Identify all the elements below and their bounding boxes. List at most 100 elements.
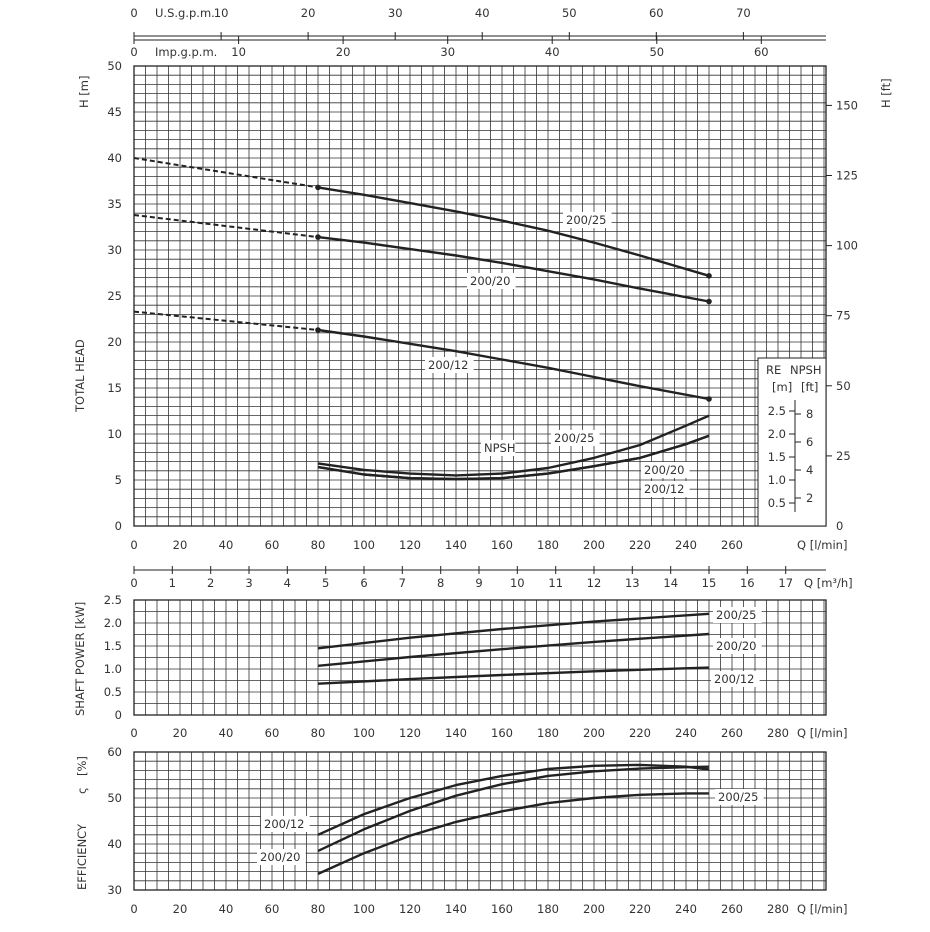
efficiency-label-200-20: 200/20 — [260, 850, 300, 864]
power-label-200-12: 200/12 — [714, 672, 754, 686]
power-flow-axis-label: Q [l/min] — [797, 726, 847, 740]
efficiency-grid-frame — [133, 751, 827, 891]
efficiency-flow-tick-label: 0 — [130, 902, 137, 916]
head-m-axis-label: H [m] — [77, 76, 91, 108]
flow-lmin-tick-label: 200 — [583, 538, 605, 552]
flow-lmin-tick-label: 40 — [219, 538, 234, 552]
efficiency-grid — [133, 751, 827, 891]
npsh-header-re: RE — [766, 363, 781, 377]
flow-m3h-tick-label: 2 — [207, 576, 214, 590]
efficiency-flow-tick-label: 40 — [219, 902, 234, 916]
head-label-200-12-bg — [425, 357, 474, 373]
flow-m3h-tick-label: 3 — [245, 576, 252, 590]
flow-m3h-tick-label: 10 — [510, 576, 525, 590]
flow-m3h-tick-label: 7 — [399, 576, 406, 590]
efficiency-flow-tick-label: 180 — [537, 902, 559, 916]
power-flow-tick-label: 80 — [311, 726, 326, 740]
npsh-header-npsh: NPSH — [790, 363, 822, 377]
flow-lmin-tick-label: 180 — [537, 538, 559, 552]
npsh-label-200-20-bg — [641, 462, 690, 478]
usgpm-tick-label: 50 — [562, 6, 577, 20]
head-point-start — [315, 184, 321, 191]
efficiency-label-200-12-bg — [261, 816, 310, 832]
flow-m3h-tick-label: 13 — [625, 576, 640, 590]
head-point-end — [706, 298, 712, 305]
efficiency-axis-label: EFFICIENCY — [75, 823, 89, 890]
efficiency-flow-tick-label: 260 — [721, 902, 743, 916]
head-m-tick-label: 20 — [107, 335, 122, 349]
npsh-header-ft: [ft] — [801, 380, 818, 394]
usgpm-tick-label: 20 — [301, 6, 316, 20]
usgpm-axis-label: U.S.g.p.m. — [155, 6, 215, 20]
power-curve-200-25 — [317, 612, 710, 650]
head-m-tick-label: 15 — [107, 381, 122, 395]
efficiency-label-200-12: 200/12 — [264, 817, 304, 831]
head-grid — [133, 65, 827, 527]
efficiency-tick-label: 50 — [107, 791, 122, 805]
flow-m3h-axis-label: Q [m³/h] — [804, 576, 853, 590]
impgpm-tick-label: 40 — [545, 45, 560, 59]
power-label-200-25-bg — [713, 607, 762, 623]
power-flow-tick-label: 260 — [721, 726, 743, 740]
efficiency-unit-label: [%] — [75, 756, 89, 776]
head-point-end — [706, 273, 712, 279]
power-flow-tick-label: 140 — [445, 726, 467, 740]
head-ft-tick-label: 0 — [836, 519, 843, 533]
flow-m3h-tick-label: 6 — [360, 576, 367, 590]
power-label-200-12-bg — [711, 671, 760, 687]
efficiency-flow-tick-label: 200 — [583, 902, 605, 916]
efficiency-flow-tick-label: 140 — [445, 902, 467, 916]
flow-m3h-tick-label: 16 — [740, 576, 755, 590]
flow-lmin-tick-label: 20 — [173, 538, 188, 552]
head-m-tick-label: 25 — [107, 289, 122, 303]
flow-lmin-axis-label: Q [l/min] — [797, 538, 847, 552]
flow-lmin-tick-label: 260 — [721, 538, 743, 552]
curves-layer: 200/25 200/20 200/12 NPSH 200/25 200/20 200/12… — [133, 157, 764, 875]
efficiency-flow-axis-label: Q [l/min] — [797, 902, 847, 916]
head-m-tick-label: 35 — [107, 197, 122, 211]
flow-lmin-tick-label: 0 — [130, 538, 137, 552]
total-head-title: TOTAL HEAD — [73, 339, 87, 413]
head-ft-tick-label: 75 — [836, 309, 851, 323]
npsh-label-200-12-bg — [641, 481, 690, 497]
head-label-200-25: 200/25 — [566, 213, 606, 227]
efficiency-curve-200-12 — [317, 763, 710, 836]
power-label-200-20-bg — [713, 638, 762, 654]
head-ft-tick-label: 50 — [836, 379, 851, 393]
flow-lmin-tick-label: 80 — [311, 538, 326, 552]
flow-m3h-tick-label: 5 — [322, 576, 329, 590]
head-m-tick-label: 40 — [107, 151, 122, 165]
head-label-200-20: 200/20 — [470, 274, 510, 288]
flow-lmin-tick-label: 140 — [445, 538, 467, 552]
usgpm-tick-label: 0 — [130, 6, 137, 20]
impgpm-tick-label: 10 — [231, 45, 246, 59]
npsh-curve-200-12 — [317, 434, 710, 481]
power-tick-label: 2.5 — [104, 593, 122, 607]
flow-lmin-tick-label: 120 — [399, 538, 421, 552]
power-flow-tick-label: 60 — [265, 726, 280, 740]
head-label-200-25-bg — [563, 212, 612, 228]
impgpm-tick-label: 0 — [130, 45, 137, 59]
axes-layer — [133, 32, 832, 574]
head-m-tick-label: 10 — [107, 427, 122, 441]
npsh-ft-tick-label: 2 — [806, 491, 813, 505]
impgpm-tick-label: 60 — [754, 45, 769, 59]
power-tick-label: 1.0 — [104, 662, 122, 676]
head-point-start — [315, 234, 321, 240]
power-flow-tick-label: 220 — [629, 726, 651, 740]
head-curve-200-25 — [317, 186, 710, 277]
power-label-200-25: 200/25 — [716, 608, 756, 622]
head-ft-tick-label: 25 — [836, 449, 851, 463]
power-tick-label: 2.0 — [104, 616, 122, 630]
flow-lmin-tick-label: 220 — [629, 538, 651, 552]
tick-labels-layer: 0 10 20 30 40 50 60 700 10 20 30 40 50 60051015202530… — [104, 6, 858, 916]
head-grid-frame — [133, 65, 827, 527]
head-ft-tick-label: 150 — [836, 98, 858, 112]
flow-m3h-tick-label: 9 — [475, 576, 482, 590]
flow-lmin-tick-label: 160 — [491, 538, 513, 552]
head-curve-200-20-dashed — [133, 214, 319, 239]
power-flow-tick-label: 20 — [173, 726, 188, 740]
usgpm-tick-label: 30 — [388, 6, 403, 20]
flow-lmin-tick-label: 240 — [675, 538, 697, 552]
flow-m3h-tick-label: 4 — [284, 576, 291, 590]
